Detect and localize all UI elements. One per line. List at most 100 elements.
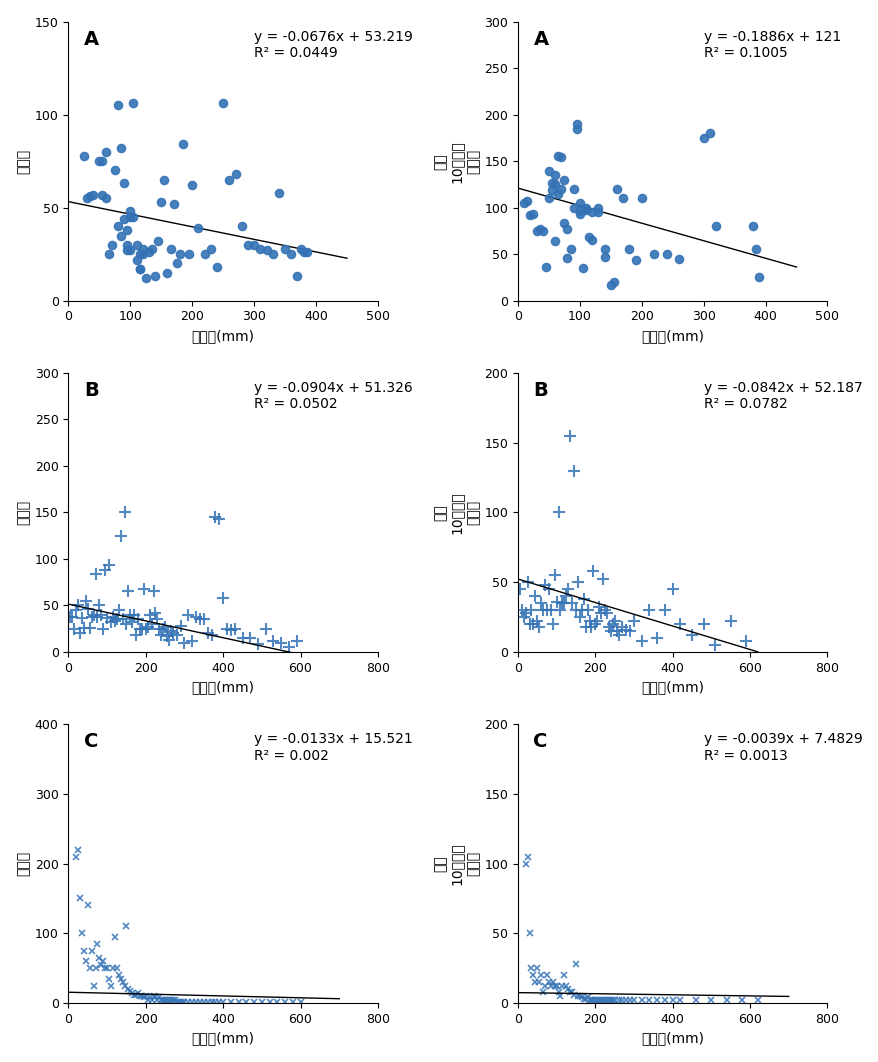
Point [151, 233, 165, 250]
Point [544, 182, 558, 199]
Point [102, 245, 116, 262]
Point [133, 245, 147, 262]
Point [606, 274, 620, 291]
Point [516, 194, 530, 211]
Point [752, 269, 766, 286]
Point [126, 208, 140, 225]
Text: B: B [83, 381, 98, 400]
Point [566, 200, 580, 217]
Point [80, 190, 94, 207]
Point [204, 240, 218, 257]
X-axis label: 강수량(mm): 강수량(mm) [191, 680, 255, 695]
Point [98, 143, 112, 160]
Point [560, 221, 574, 238]
Point [547, 176, 561, 193]
Point [572, 206, 587, 223]
Point [628, 252, 642, 269]
Point [299, 244, 313, 261]
Y-axis label: 발생수: 발생수 [17, 851, 31, 876]
Point [532, 221, 546, 238]
Point [615, 190, 630, 207]
Point [551, 148, 565, 165]
Text: A: A [533, 30, 548, 49]
Point [114, 227, 128, 244]
Point [547, 233, 561, 250]
Point [111, 97, 125, 114]
Point [709, 218, 723, 235]
Point [529, 222, 543, 239]
Point [96, 186, 110, 203]
Point [544, 175, 558, 192]
Point [259, 242, 273, 259]
Point [526, 206, 540, 223]
Point [129, 252, 143, 269]
Point [234, 218, 248, 235]
Point [253, 240, 267, 257]
Y-axis label: 발생수: 발생수 [17, 149, 31, 174]
Point [176, 136, 190, 153]
Text: y = -0.0842x + 52.187
R² = 0.0782: y = -0.0842x + 52.187 R² = 0.0782 [703, 381, 861, 411]
Point [182, 245, 196, 262]
Point [129, 237, 143, 254]
Point [216, 95, 230, 112]
Point [96, 153, 110, 170]
Point [98, 190, 112, 207]
X-axis label: 강수량(mm): 강수량(mm) [191, 329, 255, 343]
Y-axis label: 인구
10만명당
발생률: 인구 10만명당 발생률 [433, 491, 479, 534]
Text: B: B [533, 381, 548, 400]
Point [210, 259, 224, 276]
Point [126, 95, 140, 112]
Point [123, 208, 137, 225]
Point [554, 181, 568, 198]
Point [554, 149, 568, 166]
Point [120, 222, 134, 239]
Y-axis label: 인구
10만명당
발생률: 인구 10만명당 발생률 [433, 140, 479, 183]
Text: y = -0.0676x + 53.219
R² = 0.0449: y = -0.0676x + 53.219 R² = 0.0449 [254, 30, 413, 61]
Point [748, 241, 762, 258]
Point [161, 264, 175, 281]
Point [117, 175, 131, 192]
Text: y = -0.0133x + 15.521
R² = 0.002: y = -0.0133x + 15.521 R² = 0.002 [254, 733, 413, 763]
Point [566, 181, 580, 198]
Point [271, 184, 285, 201]
Point [579, 200, 593, 217]
Point [541, 162, 555, 179]
Point [83, 188, 97, 205]
Point [222, 171, 236, 188]
Point [117, 210, 131, 227]
Y-axis label: 발생수: 발생수 [17, 500, 31, 525]
Point [557, 171, 571, 188]
Point [163, 240, 177, 257]
Point [569, 116, 583, 133]
Point [745, 218, 759, 235]
Point [228, 166, 242, 183]
Point [658, 245, 673, 262]
Point [579, 202, 593, 219]
Point [603, 276, 617, 293]
Text: y = -0.0039x + 7.4829
R² = 0.0013: y = -0.0039x + 7.4829 R² = 0.0013 [703, 733, 861, 763]
Point [541, 190, 555, 207]
Point [296, 244, 310, 261]
Point [141, 244, 155, 261]
Point [114, 139, 128, 156]
Point [522, 207, 536, 224]
Point [597, 241, 611, 258]
Point [135, 240, 149, 257]
Point [622, 241, 636, 258]
Point [76, 147, 90, 164]
Point [563, 240, 577, 257]
Point [597, 249, 611, 266]
Point [290, 268, 304, 285]
Point [547, 167, 561, 184]
Point [538, 259, 552, 276]
Text: y = -0.0904x + 51.326
R² = 0.0502: y = -0.0904x + 51.326 R² = 0.0502 [254, 381, 413, 411]
Point [157, 171, 171, 188]
Point [671, 251, 685, 268]
Point [139, 270, 153, 287]
Point [575, 259, 589, 276]
Point [520, 192, 534, 209]
Point [634, 190, 648, 207]
Point [591, 204, 605, 221]
X-axis label: 강수량(mm): 강수량(mm) [640, 1031, 703, 1045]
Point [696, 130, 710, 147]
